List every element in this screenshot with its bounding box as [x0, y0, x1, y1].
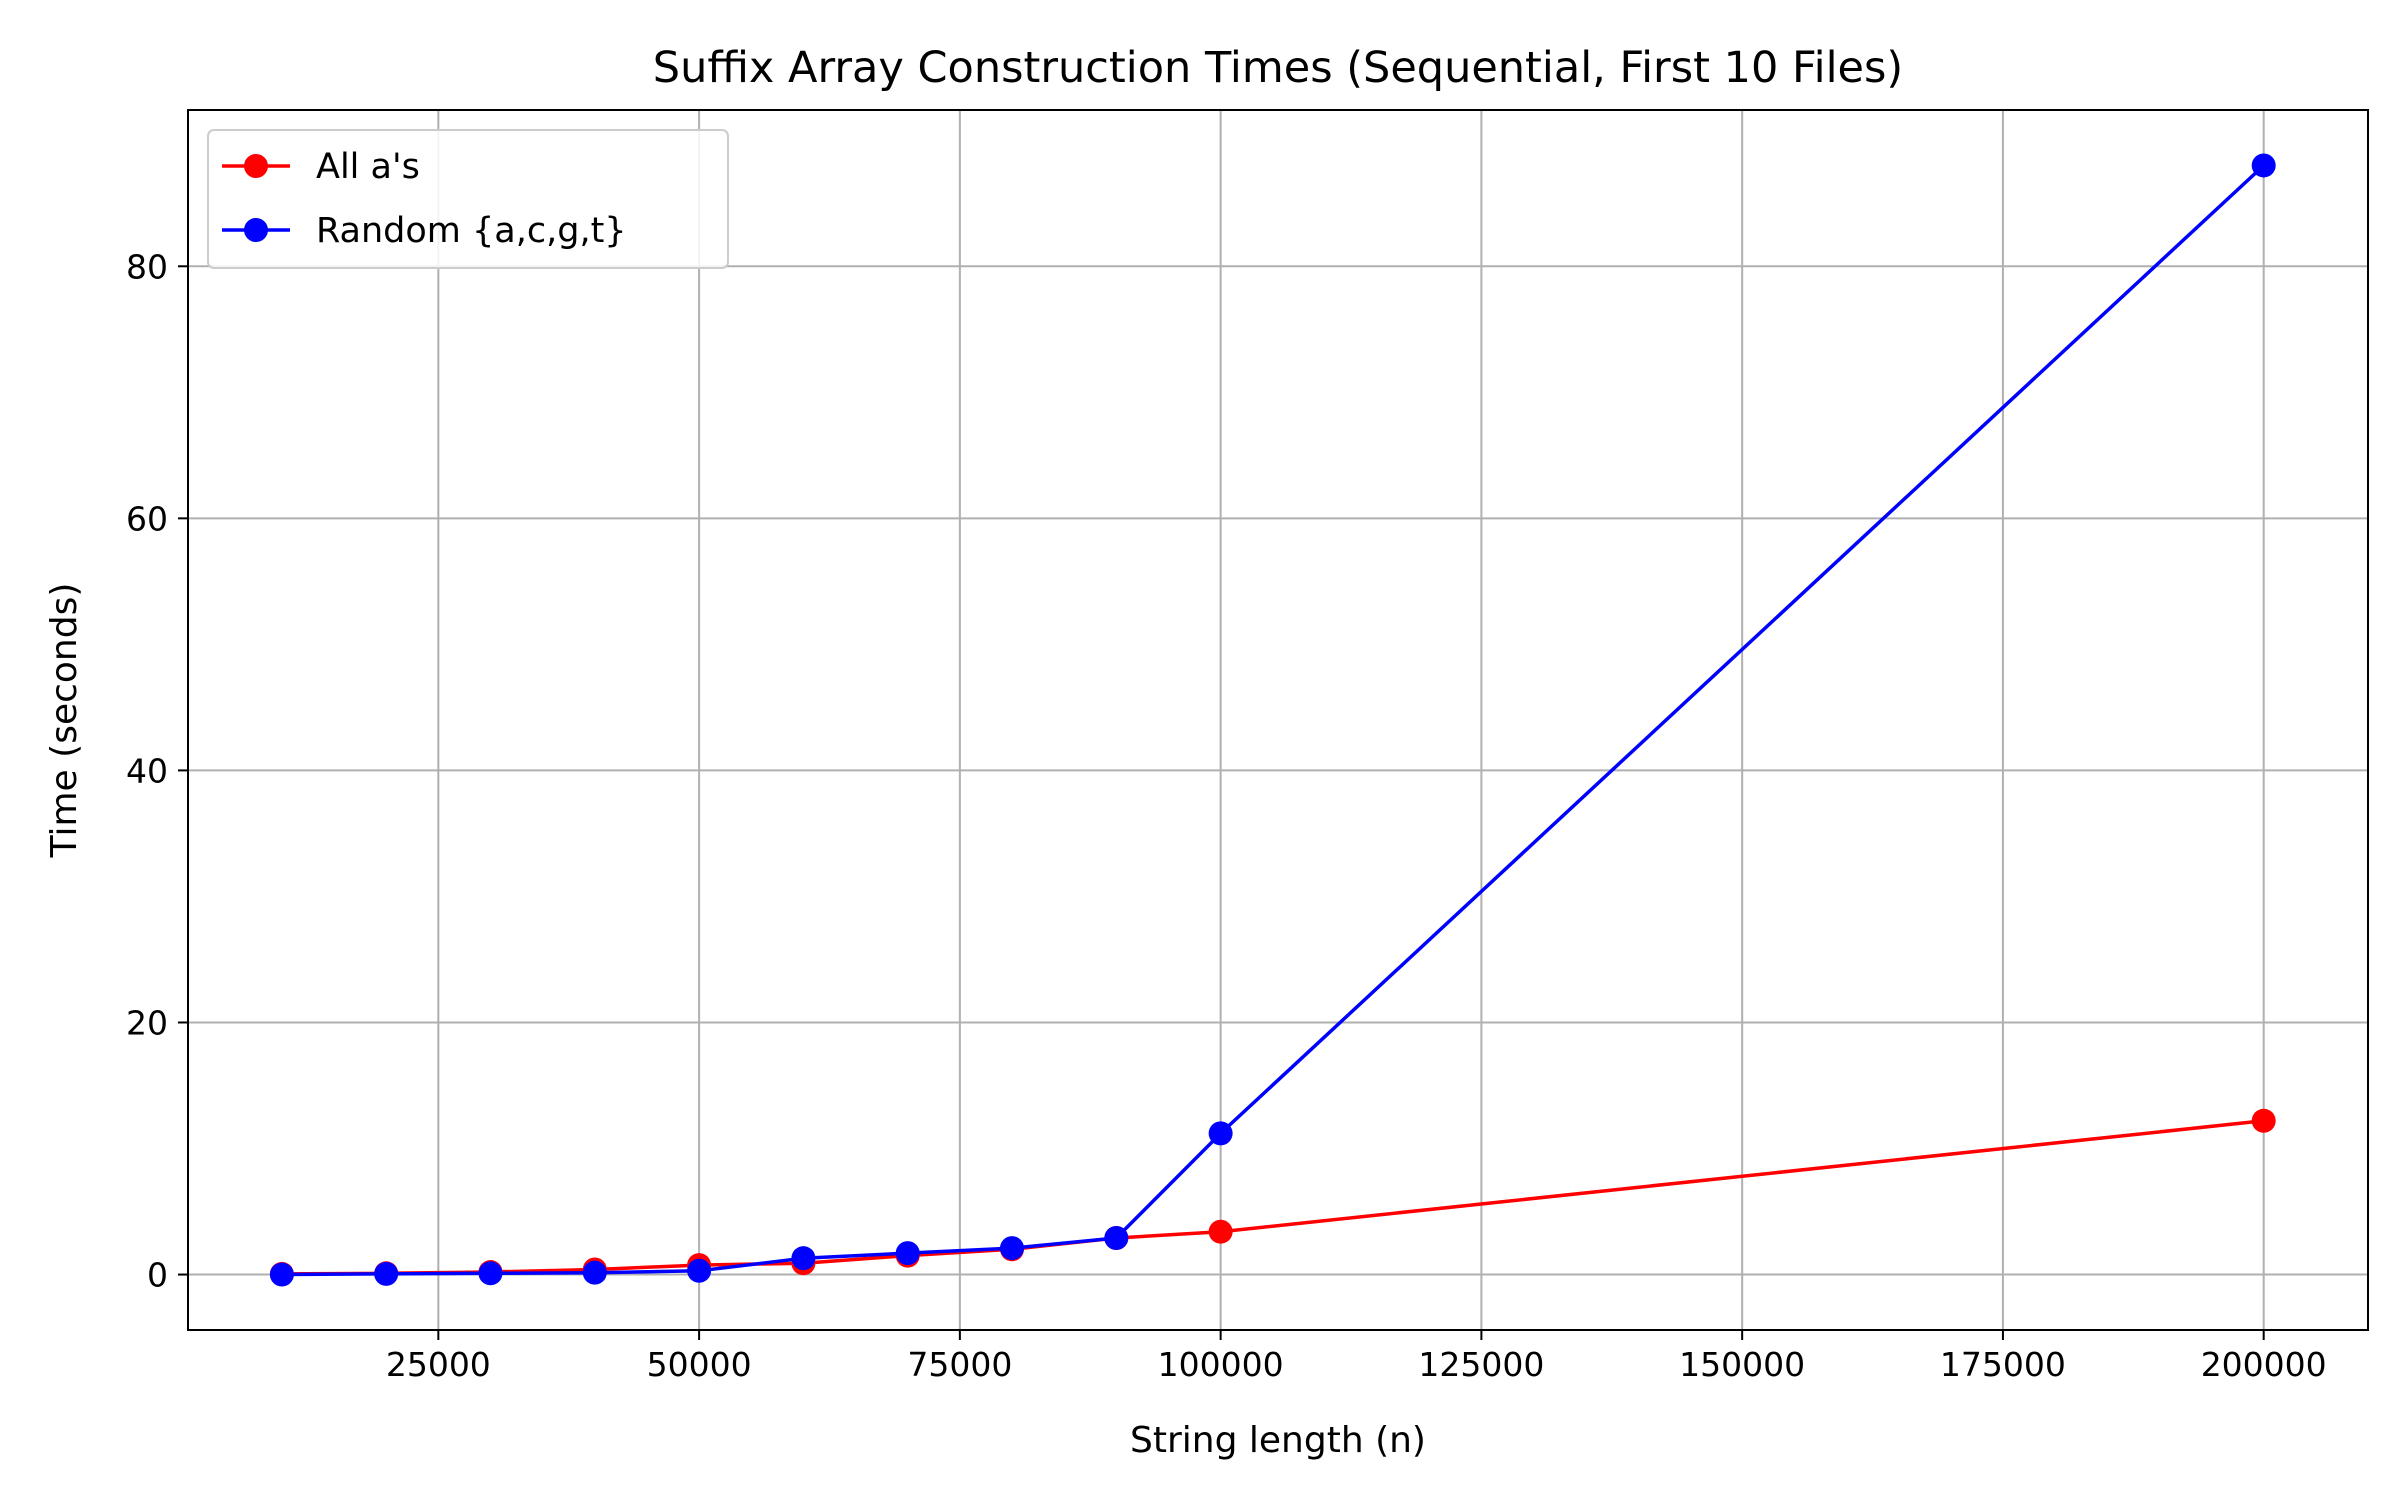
y-tick-label: 20	[126, 1003, 168, 1042]
x-tick-label: 25000	[386, 1345, 491, 1384]
x-tick-label: 50000	[647, 1345, 752, 1384]
x-tick-label: 150000	[1679, 1345, 1805, 1384]
axis-ticks: 25000 50000 75000 100000 125000 150000 175000 2…	[126, 247, 2327, 1384]
data-point-random-acgt	[687, 1258, 712, 1283]
data-point-random-acgt	[791, 1246, 816, 1271]
data-point-random-acgt	[2251, 153, 2276, 178]
y-tick-label: 0	[147, 1256, 168, 1295]
legend-box	[207, 129, 729, 269]
data-point-random-acgt	[269, 1262, 294, 1287]
plot-frame	[187, 109, 2369, 1331]
data-point-all-as	[2251, 1108, 2276, 1133]
chart-title: Suffix Array Construction Times (Sequent…	[653, 43, 1903, 93]
legend-label-random-acgt: Random {a,c,g,t}	[316, 211, 627, 251]
plot-series	[269, 153, 2276, 1287]
x-tick-label: 125000	[1418, 1345, 1544, 1384]
x-tick-label: 75000	[907, 1345, 1012, 1384]
data-point-random-acgt	[1000, 1236, 1025, 1261]
data-point-random-acgt	[478, 1261, 503, 1286]
y-tick-label: 60	[126, 499, 168, 538]
y-tick-label: 40	[126, 751, 168, 790]
x-tick-label: 175000	[1940, 1345, 2066, 1384]
data-point-random-acgt	[1104, 1225, 1129, 1250]
y-tick-label: 80	[126, 247, 168, 286]
legend: All a's Random {a,c,g,t}	[207, 129, 729, 269]
x-tick-label: 200000	[2201, 1345, 2327, 1384]
legend-marker-all-as	[244, 154, 268, 178]
data-point-random-acgt	[582, 1260, 607, 1285]
x-tick-label: 100000	[1158, 1345, 1284, 1384]
legend-label-all-as: All a's	[316, 147, 420, 187]
data-point-random-acgt	[1208, 1121, 1233, 1146]
y-axis-label: Time (seconds)	[44, 583, 85, 859]
data-point-random-acgt	[895, 1241, 920, 1266]
x-axis-label: String length (n)	[1130, 1420, 1426, 1461]
legend-marker-random-acgt	[244, 218, 268, 242]
data-point-random-acgt	[374, 1261, 399, 1286]
data-point-all-as	[1208, 1219, 1233, 1244]
